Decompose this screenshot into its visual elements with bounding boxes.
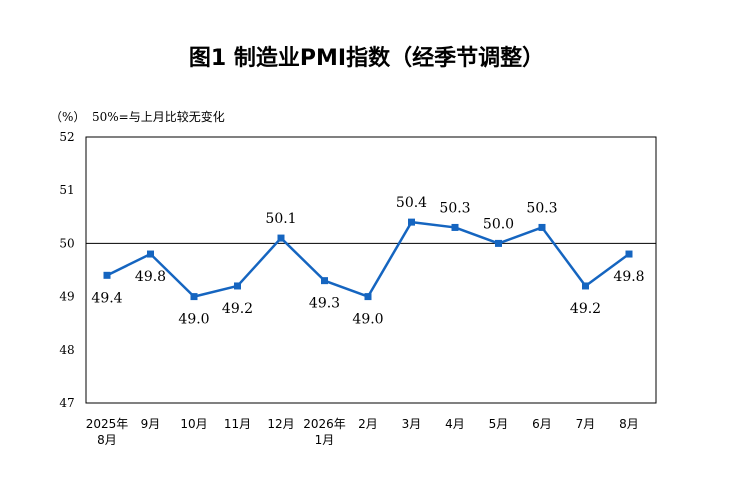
data-label: 49.4 bbox=[91, 290, 122, 306]
data-point-marker bbox=[147, 250, 154, 258]
y-tick-label: 50 bbox=[59, 236, 74, 250]
data-label: 49.8 bbox=[613, 269, 644, 285]
series-line bbox=[106, 220, 630, 298]
data-label: 50.3 bbox=[439, 200, 470, 216]
data-label: 49.0 bbox=[352, 312, 383, 328]
data-point-marker bbox=[495, 239, 502, 247]
x-tick-label: 6月 bbox=[532, 417, 552, 431]
x-tick-label: 5月 bbox=[489, 417, 509, 431]
y-tick-label: 52 bbox=[59, 130, 74, 144]
data-label: 50.4 bbox=[396, 195, 427, 211]
plot-frame bbox=[85, 136, 657, 404]
data-point-marker bbox=[582, 282, 589, 290]
data-label: 49.0 bbox=[178, 312, 209, 328]
y-tick-label: 49 bbox=[59, 290, 74, 304]
x-tick-label: 8月 bbox=[619, 417, 639, 431]
x-tick-label: 8月 bbox=[97, 433, 117, 447]
data-label: 49.8 bbox=[135, 269, 166, 285]
data-point-marker bbox=[234, 282, 241, 290]
data-point-marker bbox=[277, 234, 285, 242]
x-tick-label: 1月 bbox=[315, 433, 335, 447]
data-point-marker bbox=[625, 250, 633, 258]
x-tick-label: 4月 bbox=[445, 417, 465, 431]
x-tick-label: 11月 bbox=[224, 417, 251, 431]
data-point-marker bbox=[190, 293, 198, 301]
data-point-marker bbox=[408, 218, 415, 226]
data-point-marker bbox=[364, 293, 372, 301]
data-label: 49.3 bbox=[309, 296, 340, 312]
unit-note: 50%=与上月比较无变化 bbox=[92, 110, 225, 124]
data-point-marker bbox=[538, 223, 546, 231]
data-label: 50.0 bbox=[483, 216, 514, 232]
data-label: 49.2 bbox=[570, 301, 601, 317]
data-point-marker bbox=[103, 271, 111, 279]
y-tick-label: 51 bbox=[59, 183, 74, 197]
y-tick-label: 48 bbox=[59, 343, 74, 357]
y-tick-label: 47 bbox=[59, 396, 74, 410]
x-tick-label: 10月 bbox=[180, 417, 207, 431]
data-point-marker bbox=[321, 277, 328, 285]
x-tick-label: 2025年 bbox=[86, 417, 129, 431]
x-tick-label: 9月 bbox=[141, 417, 161, 431]
x-tick-label: 2月 bbox=[358, 417, 378, 431]
chart-title: 图1 制造业PMI指数（经季节调整） bbox=[188, 46, 545, 71]
data-point-marker bbox=[451, 223, 459, 231]
x-tick-label: 3月 bbox=[402, 417, 422, 431]
data-label: 50.3 bbox=[526, 200, 557, 216]
x-tick-label: 7月 bbox=[576, 417, 596, 431]
data-label: 49.2 bbox=[222, 301, 253, 317]
data-label: 50.1 bbox=[265, 211, 296, 227]
y-unit-label: （%） bbox=[50, 110, 86, 124]
x-tick-label: 12月 bbox=[267, 417, 294, 431]
x-tick-label: 2026年 bbox=[303, 417, 346, 431]
